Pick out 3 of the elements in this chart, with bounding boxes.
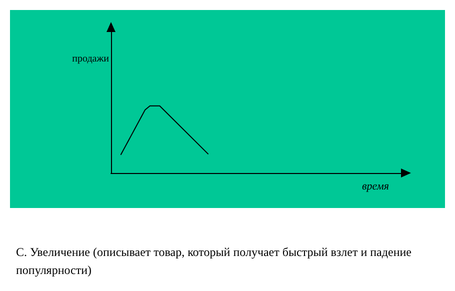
text: С. Увеличение (описывает товар, который получает быстрый взлет и падение популярности) bbox=[16, 244, 412, 279]
x-axis-title: время bbox=[362, 180, 389, 192]
y-axis-title: продажи bbox=[72, 54, 110, 64]
